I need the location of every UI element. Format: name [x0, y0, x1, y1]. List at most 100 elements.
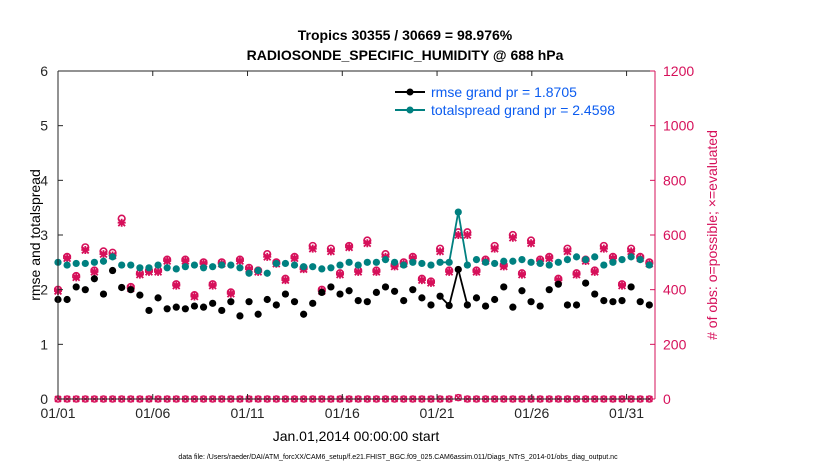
rmse-point — [445, 301, 453, 310]
totalspread-point — [318, 265, 326, 273]
obs-evaluated-point — [117, 218, 126, 227]
rmse-line-segment — [448, 269, 460, 306]
totalspread-point — [309, 263, 317, 271]
obs-evaluated-point — [144, 267, 154, 276]
totalspread-point — [600, 261, 608, 269]
obs-evaluated-point — [208, 281, 217, 290]
rmse-point — [618, 297, 626, 305]
totalspread-point — [145, 264, 153, 272]
obs-evaluated-point — [445, 267, 454, 276]
totalspread-point — [190, 261, 199, 269]
totalspread-point — [72, 259, 80, 268]
footnote: data file: /Users/raeder/DAI/ATM_forcXX/… — [178, 454, 618, 461]
rmse-point — [327, 283, 335, 291]
x-tick-label: 01/11 — [231, 405, 265, 421]
obs-evaluated-point — [390, 262, 399, 271]
rmse-point — [163, 305, 171, 313]
obs-evaluated-point — [372, 267, 381, 276]
obs-evaluated-point — [590, 267, 599, 276]
rmse-point — [436, 292, 444, 300]
rmse-point — [300, 310, 308, 318]
obs-zero-evaluated-point — [454, 394, 462, 402]
totalspread-point — [554, 258, 562, 266]
obs-evaluated-point — [90, 267, 99, 276]
y-right-tick-label: 800 — [663, 172, 687, 188]
totalspread-point — [418, 259, 426, 268]
rmse-point — [481, 302, 490, 310]
totalspread-point — [245, 269, 253, 277]
rmse-point — [272, 301, 280, 309]
rmse-point — [491, 295, 499, 304]
totalspread-point — [327, 264, 335, 272]
obs-evaluated-point — [281, 276, 290, 285]
rmse-point — [236, 312, 244, 320]
totalspread-point — [609, 258, 617, 266]
legend-spread-label: totalspread grand pr = 2.4598 — [431, 102, 615, 118]
x-tick-label: 01/16 — [325, 405, 360, 421]
y-right-tick-label: 0 — [663, 391, 671, 407]
y-right-tick-label: 1200 — [663, 63, 694, 79]
totalspread-point — [63, 261, 71, 269]
obs-evaluated-point — [345, 243, 354, 252]
obs-evaluated-point — [499, 262, 508, 271]
obs-evaluated-point — [290, 254, 299, 263]
rmse-point — [127, 286, 135, 294]
totalspread-point — [527, 258, 535, 266]
legend-rmse-marker — [406, 88, 414, 96]
totalspread-point — [127, 261, 135, 269]
totalspread-point — [445, 258, 453, 266]
rmse-point — [582, 279, 590, 287]
obs-evaluated-point — [154, 267, 163, 276]
y-left-tick-label: 3 — [40, 227, 48, 243]
totalspread-point — [481, 258, 490, 266]
rmse-point — [81, 286, 89, 294]
y-right-tick-label: 200 — [663, 336, 687, 352]
rmse-point — [463, 301, 471, 309]
totalspread-point — [591, 253, 599, 261]
rmse-point — [354, 297, 362, 305]
chart-subtitle: RADIOSONDE_SPECIFIC_HUMIDITY @ 688 hPa — [247, 47, 564, 63]
rmse-point — [572, 301, 581, 309]
totalspread-point — [172, 265, 180, 273]
rmse-point — [108, 266, 117, 275]
rmse-point — [509, 303, 517, 311]
y-left-tick-label: 1 — [40, 336, 48, 352]
obs-evaluated-point — [354, 267, 363, 276]
totalspread-point — [336, 261, 344, 269]
rmse-point — [563, 301, 572, 309]
totalspread-point — [582, 256, 590, 264]
obs-evaluated-point — [190, 292, 199, 301]
obs-evaluated-point — [436, 247, 445, 256]
x-tick-label: 01/26 — [514, 405, 549, 421]
totalspread-point — [227, 261, 235, 269]
totalspread-point — [400, 261, 408, 269]
y-left-tick-label: 2 — [40, 282, 48, 298]
plot-area — [58, 71, 655, 399]
rmse-point — [63, 295, 71, 304]
totalspread-point — [636, 256, 644, 264]
obs-evaluated-point — [426, 278, 436, 287]
totalspread-point — [345, 258, 353, 266]
totalspread-point — [354, 261, 362, 269]
rmse-point — [645, 301, 653, 309]
rmse-point — [245, 298, 253, 306]
rmse-point — [72, 283, 80, 291]
obs-evaluated-point — [99, 250, 108, 259]
rmse-point — [536, 302, 544, 310]
obs-evaluated-point — [599, 244, 608, 253]
rmse-point — [281, 290, 290, 298]
totalspread-point — [500, 257, 508, 265]
rmse-point — [381, 283, 390, 291]
rmse-point — [372, 288, 380, 296]
rmse-point — [472, 294, 481, 302]
legend-rmse-label: rmse grand pr = 1.8705 — [431, 84, 577, 100]
rmse-point — [218, 306, 226, 315]
totalspread-point — [645, 261, 653, 269]
obs-evaluated-point — [617, 281, 627, 290]
obs-evaluated-point — [490, 244, 499, 253]
obs-evaluated-point — [81, 245, 90, 255]
rmse-point — [154, 294, 162, 302]
obs-evaluated-point — [226, 289, 235, 298]
totalspread-point — [563, 256, 572, 264]
rmse-point — [190, 302, 199, 310]
